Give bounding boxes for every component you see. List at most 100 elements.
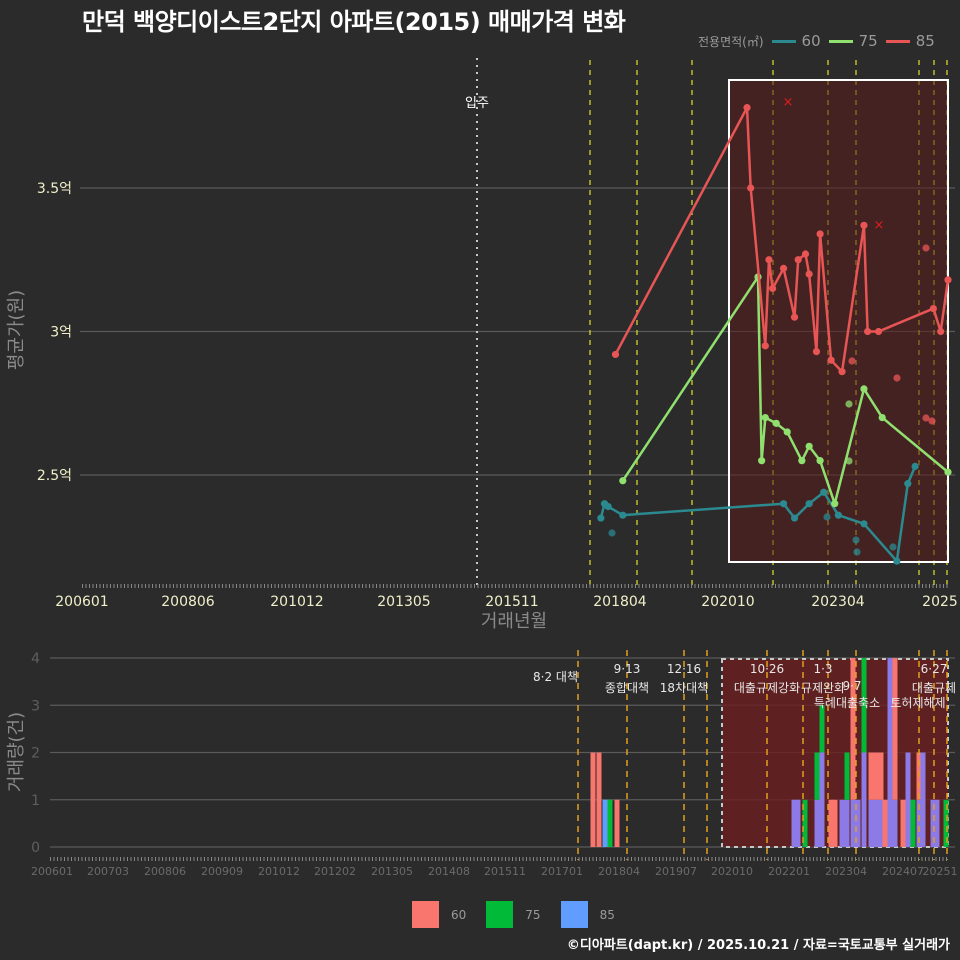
- data-point: [864, 328, 871, 335]
- data-point: [758, 457, 765, 464]
- policy-label: 대출규제: [912, 681, 956, 695]
- data-point: [806, 500, 813, 507]
- x-tick-label: 201012: [270, 594, 323, 610]
- data-point: [597, 514, 604, 521]
- data-point: [806, 443, 813, 450]
- x-tick-label: 202010: [701, 594, 754, 610]
- data-point: [605, 503, 612, 510]
- data-point: [912, 463, 919, 470]
- data-point: [762, 342, 769, 349]
- max-marker-icon: ×: [783, 95, 794, 110]
- volume-bar: [597, 753, 602, 848]
- volume-bar: [851, 800, 856, 847]
- policy-label: 18차대책: [660, 680, 708, 695]
- data-point: [813, 348, 820, 355]
- data-point: [904, 480, 911, 487]
- volume-bar: [893, 658, 898, 800]
- x-tick-label: 200601: [55, 594, 108, 610]
- data-point: [784, 428, 791, 435]
- volume-bar: [862, 753, 867, 848]
- legend-bottom: 60 75 85: [412, 901, 635, 928]
- data-point: [937, 328, 944, 335]
- volume-bar: [879, 753, 884, 800]
- legend-box-60: [412, 901, 439, 928]
- data-point: [817, 230, 824, 237]
- volume-bar: [911, 800, 916, 847]
- data-point: [879, 414, 886, 421]
- policy-label: 대출규제강화: [734, 681, 800, 695]
- volume-bar: [608, 800, 613, 847]
- y-tick-label: 0: [31, 840, 40, 856]
- x-tick-label: 202304: [825, 865, 867, 878]
- x-tick-label: 201012: [258, 865, 300, 878]
- data-point: [838, 368, 845, 375]
- x-tick-label: 202201: [768, 865, 810, 878]
- y-axis-title: 거래량(건): [6, 712, 27, 792]
- data-point: [802, 250, 809, 257]
- y-tick-label: 3억: [50, 325, 72, 341]
- volume-bar: [845, 753, 850, 800]
- data-point: [780, 500, 787, 507]
- data-point: [795, 256, 802, 263]
- data-point: [928, 417, 935, 424]
- data-point: [875, 328, 882, 335]
- data-point: [845, 457, 852, 464]
- data-point: [860, 385, 867, 392]
- y-tick-label: 3: [31, 698, 40, 714]
- volume-bar: [901, 800, 906, 847]
- policy-label: 6·27: [921, 662, 948, 676]
- policy-label: 종합대책: [605, 680, 649, 695]
- volume-bar: [874, 753, 879, 800]
- data-point: [827, 357, 834, 364]
- data-point: [848, 357, 855, 364]
- x-tick-label: 201511: [484, 865, 526, 878]
- data-point: [944, 469, 951, 476]
- data-point: [893, 374, 900, 381]
- data-point: [893, 558, 900, 565]
- policy-label: 9·13: [614, 662, 641, 676]
- volume-bar: [845, 800, 850, 847]
- data-point: [845, 400, 852, 407]
- data-point: [747, 184, 754, 191]
- volume-bar: [840, 800, 845, 847]
- volume-bar: [796, 800, 801, 847]
- volume-bar: [615, 800, 620, 847]
- data-point: [791, 514, 798, 521]
- volume-bar: [820, 705, 825, 752]
- volume-bar: [883, 800, 888, 847]
- data-point: [743, 104, 750, 111]
- data-point: [860, 222, 867, 229]
- data-point: [762, 414, 769, 421]
- legend-box-85: [561, 901, 588, 928]
- data-point: [944, 276, 951, 283]
- x-tick-label: 202407: [882, 865, 924, 878]
- policy-label: 8·2 대책: [533, 669, 578, 684]
- volume-bar: [869, 800, 874, 847]
- volume-bar: [603, 800, 608, 847]
- policy-label: 1·3: [813, 662, 832, 676]
- legend-bottom-label-75: 75: [525, 908, 540, 922]
- x-tick-label: 201511: [485, 594, 538, 610]
- y-tick-label: 2: [31, 746, 40, 762]
- x-tick-label: 201202: [314, 865, 356, 878]
- policy-label: 10·26: [750, 662, 784, 676]
- x-tick-label: 202010: [711, 865, 753, 878]
- data-point: [860, 520, 867, 527]
- x-tick-label: 200806: [144, 865, 186, 878]
- x-tick-label: 200909: [201, 865, 243, 878]
- y-tick-label: 1: [31, 793, 40, 809]
- legend-bottom-label-85: 85: [600, 908, 615, 922]
- x-tick-label: 201701: [541, 865, 583, 878]
- policy-label: 12·16: [667, 662, 701, 676]
- volume-bar: [833, 800, 838, 847]
- data-point: [823, 513, 830, 520]
- chart-canvas: 입주 ×× 2.5억3억3.5억200601200806201012201305…: [0, 0, 960, 960]
- x-tick-label: 200601: [31, 865, 73, 878]
- policy-label: 토허제해제: [890, 696, 945, 710]
- volume-bar: [888, 658, 893, 847]
- x-tick-label: 201907: [655, 865, 697, 878]
- volume-bar: [869, 753, 874, 800]
- data-point: [769, 285, 776, 292]
- x-tick-label: 200806: [161, 594, 215, 610]
- data-point: [791, 314, 798, 321]
